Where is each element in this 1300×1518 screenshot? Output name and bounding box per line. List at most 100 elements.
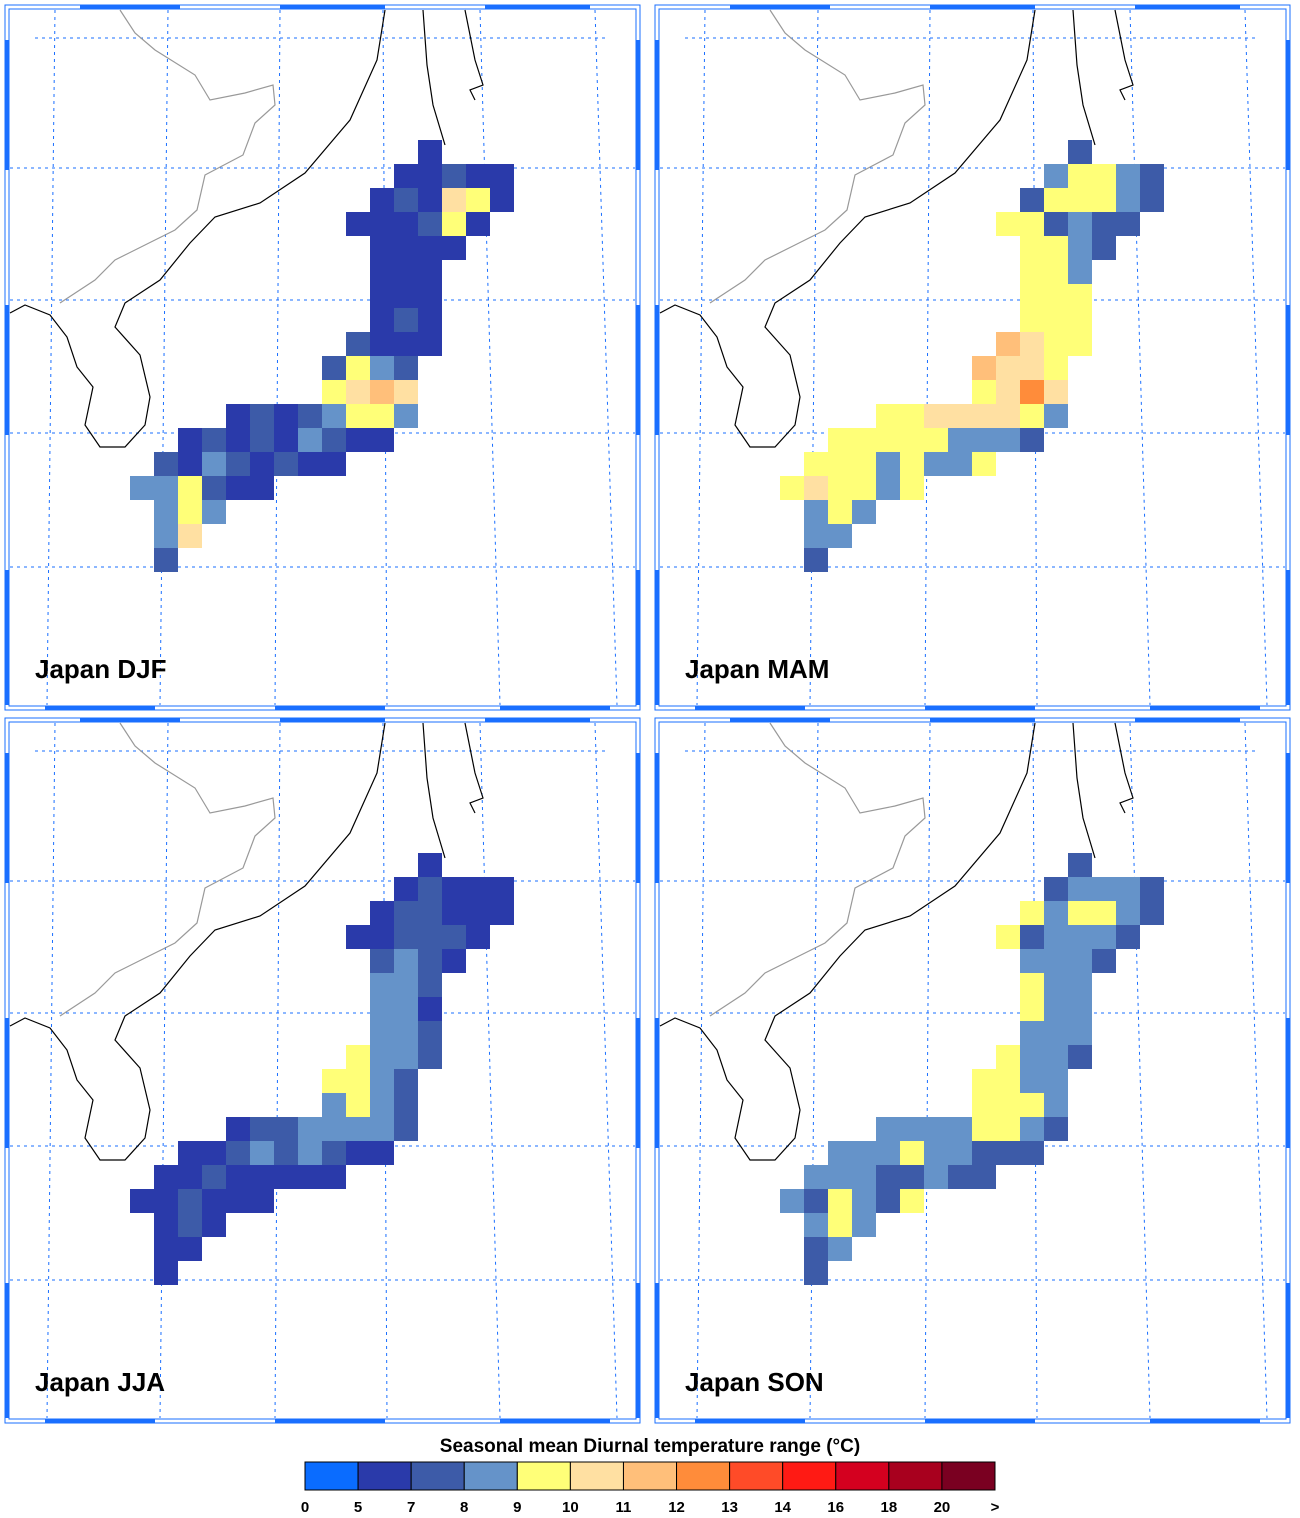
grid-cell [346, 404, 370, 428]
grid-cell [442, 949, 466, 973]
grid-cell [948, 1117, 972, 1141]
grid-cell [178, 1213, 202, 1237]
grid-cell [948, 428, 972, 452]
grid-cell [418, 188, 442, 212]
grid-cell [900, 452, 924, 476]
grid-cell [1068, 901, 1092, 925]
grid-cell [1020, 284, 1044, 308]
colorbar-box [888, 1461, 943, 1491]
grid-cell [852, 476, 876, 500]
grid-cell [226, 452, 250, 476]
grid-cell [1044, 284, 1068, 308]
grid-cell [1020, 949, 1044, 973]
grid-cell [370, 212, 394, 236]
grid-cell [828, 1165, 852, 1189]
grid-cell [852, 428, 876, 452]
grid-cell [274, 1165, 298, 1189]
grid-cell [1020, 1141, 1044, 1165]
grid-cell [1044, 404, 1068, 428]
grid-cell [322, 1141, 346, 1165]
grid-cell [1116, 925, 1140, 949]
grid-cell [202, 1189, 226, 1213]
grid-cell [876, 476, 900, 500]
grid-cell [1092, 901, 1116, 925]
grid-cell [828, 500, 852, 524]
grid-cell [370, 404, 394, 428]
grid-cell [1092, 164, 1116, 188]
grid-cell [394, 332, 418, 356]
grid-cell [1116, 164, 1140, 188]
grid-cell [154, 524, 178, 548]
grid-cell [1020, 973, 1044, 997]
colorbar-box [304, 1461, 359, 1491]
grid-cell [924, 1141, 948, 1165]
grid-cell [226, 428, 250, 452]
grid-cell [780, 1189, 804, 1213]
grid-cell [996, 1069, 1020, 1093]
grid-cell [346, 332, 370, 356]
grid-cell [996, 925, 1020, 949]
grid-cell [370, 356, 394, 380]
grid-cell [1092, 188, 1116, 212]
grid-cell [226, 1189, 250, 1213]
grid-cell [924, 1165, 948, 1189]
grid-cell [924, 428, 948, 452]
grid-cell [346, 212, 370, 236]
grid-cell [250, 1117, 274, 1141]
grid-cell [804, 1165, 828, 1189]
grid-cell [948, 1165, 972, 1189]
grid-cell [876, 1189, 900, 1213]
grid-cell [876, 452, 900, 476]
grid-cell [370, 188, 394, 212]
grid-cell [804, 500, 828, 524]
grid-cell [274, 428, 298, 452]
grid-cell [346, 380, 370, 404]
grid-cell [996, 404, 1020, 428]
grid-cell [346, 925, 370, 949]
grid-cell [394, 212, 418, 236]
grid-cell [852, 1213, 876, 1237]
grid-cell [226, 1141, 250, 1165]
grid-cell [394, 901, 418, 925]
grid-cell [250, 1189, 274, 1213]
grid-cell [370, 332, 394, 356]
grid-cell [370, 428, 394, 452]
grid-cell [1044, 1045, 1068, 1069]
grid-cell [780, 476, 804, 500]
grid-cell [1068, 853, 1092, 877]
grid-cell [972, 1165, 996, 1189]
colorbar-label: 0 [301, 1499, 309, 1516]
grid-cell [130, 476, 154, 500]
grid-cell [972, 380, 996, 404]
grid-cell [1044, 356, 1068, 380]
grid-cell [418, 140, 442, 164]
grid-cell [804, 1237, 828, 1261]
grid-cell [948, 452, 972, 476]
grid-cell [900, 1189, 924, 1213]
grid-cell [370, 1093, 394, 1117]
colorbar-box [676, 1461, 731, 1491]
grid-cell [394, 356, 418, 380]
grid-cell [1044, 260, 1068, 284]
grid-cell [996, 1093, 1020, 1117]
grid-cell [418, 997, 442, 1021]
grid-cell [1068, 260, 1092, 284]
grid-cell [828, 476, 852, 500]
panel-title: Japan SON [685, 1367, 824, 1397]
grid-cell [178, 1165, 202, 1189]
grid-cell [1020, 188, 1044, 212]
grid-cell [876, 404, 900, 428]
grid-cell [418, 853, 442, 877]
colorbar-label: 14 [774, 1499, 791, 1516]
grid-cell [346, 356, 370, 380]
grid-cell [1020, 428, 1044, 452]
grid-cell [1044, 308, 1068, 332]
grid-cell [490, 877, 514, 901]
grid-cell [466, 164, 490, 188]
grid-cell [394, 1117, 418, 1141]
map-panel: Japan MAM [654, 4, 1291, 711]
grid-cell [202, 476, 226, 500]
grid-cell [298, 1165, 322, 1189]
